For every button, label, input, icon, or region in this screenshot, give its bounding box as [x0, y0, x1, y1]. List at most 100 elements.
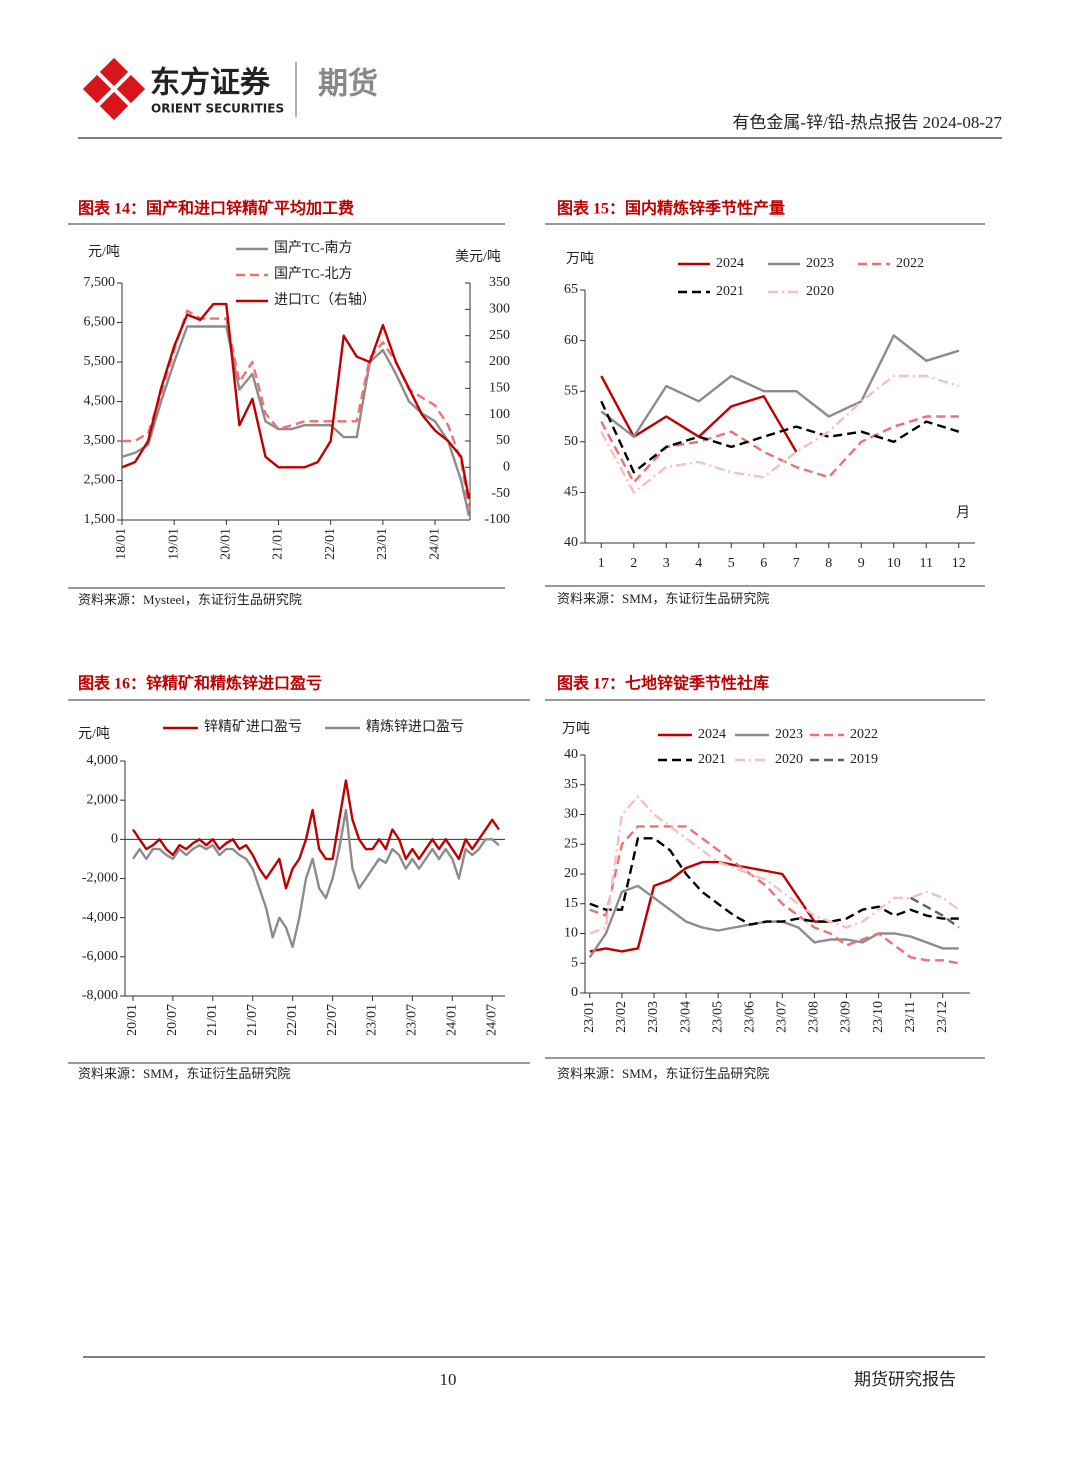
chart-title: 图表 15：国内精炼锌季节性产量 — [557, 199, 785, 218]
x-tick-label: 23/05 — [710, 1001, 725, 1033]
source: 资料来源：SMM，东证衍生品研究院 — [557, 591, 769, 606]
series-line — [589, 825, 960, 965]
x-tick-label: 21/01 — [205, 1004, 220, 1036]
y-tick-label: 0 — [571, 985, 578, 1000]
y2-unit: 美元/吨 — [455, 249, 501, 265]
series-line — [132, 808, 500, 949]
y-tick-label: 2,500 — [84, 473, 116, 488]
series-line — [910, 896, 960, 929]
y-tick-label: 2,000 — [87, 792, 119, 807]
x-tick-label: 23/01 — [582, 1001, 597, 1033]
y-tick-label: 30 — [564, 807, 578, 822]
y-tick-label: 4,000 — [87, 753, 119, 768]
y-tick-label: 7,500 — [84, 275, 116, 290]
y-unit: 万吨 — [562, 721, 590, 737]
x-tick-label: 10 — [887, 556, 901, 571]
y-tick-label: 35 — [564, 777, 578, 792]
x-tick-label: 22/01 — [285, 1004, 300, 1036]
legend-label: 2020 — [806, 284, 834, 299]
y-tick-label: 1,500 — [84, 512, 116, 527]
x-tick-label: 19/01 — [166, 528, 181, 560]
legend-label: 2024 — [716, 256, 744, 271]
x-tick-label: 22/07 — [325, 1004, 340, 1036]
y2-tick-label: -50 — [491, 486, 510, 501]
page-number: 10 — [440, 1370, 457, 1389]
x-tick-label: 22/01 — [323, 528, 338, 560]
x-tick-label: 3 — [663, 556, 670, 571]
x-tick-label: 23/06 — [742, 1001, 757, 1033]
x-tick-label: 21/07 — [245, 1004, 260, 1036]
x-tick-label: 23/12 — [935, 1001, 950, 1033]
legend-label: 2022 — [896, 256, 924, 271]
x-tick-label: 24/07 — [484, 1004, 499, 1036]
legend-label: 进口TC（右轴） — [274, 292, 376, 308]
y-tick-label: 5,500 — [84, 354, 116, 369]
x-tick-label: 9 — [858, 556, 865, 571]
y-tick-label: 45 — [564, 485, 578, 500]
legend-label: 国产TC-北方 — [274, 266, 353, 282]
chart-title: 图表 17：七地锌锭季节性社库 — [557, 674, 769, 693]
y-tick-label: 25 — [564, 836, 578, 851]
y-unit: 万吨 — [566, 251, 594, 267]
legend-label: 精炼锌进口盈亏 — [366, 719, 464, 735]
legend-label: 锌精矿进口盈亏 — [204, 719, 302, 735]
series-line — [122, 309, 471, 509]
y2-tick-label: 350 — [489, 275, 510, 290]
y-unit: 元/吨 — [78, 726, 110, 742]
y-tick-label: 50 — [564, 434, 578, 449]
x-tick-label: 24/01 — [427, 528, 442, 560]
legend-label: 2023 — [775, 727, 803, 742]
y2-tick-label: 300 — [489, 302, 510, 317]
report-title: 有色金属-锌/铅-热点报告 2024-08-27 — [732, 113, 1002, 132]
x-tick-label: 23/01 — [375, 528, 390, 560]
y-tick-label: 40 — [564, 535, 578, 550]
y-tick-label: 5 — [571, 955, 578, 970]
y-tick-label: 15 — [564, 896, 578, 911]
y-tick-label: 4,500 — [84, 394, 116, 409]
x-tick-label: 8 — [825, 556, 832, 571]
chart-title: 图表 16：锌精矿和精炼锌进口盈亏 — [78, 674, 322, 693]
y-tick-label: -8,000 — [82, 988, 118, 1003]
y2-tick-label: 200 — [489, 354, 510, 369]
x-tick-label: 20/01 — [219, 528, 234, 560]
legend-label: 2024 — [698, 727, 726, 742]
legend-label: 2021 — [698, 752, 726, 767]
legend-label: 2022 — [850, 727, 878, 742]
x-tick-label: 18/01 — [114, 528, 129, 560]
x-tick-label: 20/07 — [165, 1004, 180, 1036]
brand-cn: 东方证券 — [150, 66, 271, 101]
legend-label: 2020 — [775, 752, 803, 767]
series-line — [132, 779, 500, 890]
x-tick-label: 5 — [728, 556, 735, 571]
y-tick-label: -2,000 — [82, 871, 118, 886]
x-tick-label: 21/01 — [271, 528, 286, 560]
y2-tick-label: 250 — [489, 328, 510, 343]
y-tick-label: 10 — [564, 926, 578, 941]
x-tick-label: 2 — [630, 556, 637, 571]
y2-tick-label: 150 — [489, 381, 510, 396]
x-tick-label: 23/08 — [807, 1001, 822, 1033]
x-tick-label: 7 — [793, 556, 800, 571]
legend-label: 2021 — [716, 284, 744, 299]
source: 资料来源：SMM，东证衍生品研究院 — [78, 1066, 290, 1081]
series-line — [600, 415, 959, 484]
y-tick-label: 6,500 — [84, 315, 116, 330]
x-tick-label: 12 — [952, 556, 966, 571]
x-tick-label: 23/10 — [871, 1001, 886, 1033]
chart-title: 图表 14：国产和进口锌精矿平均加工费 — [78, 199, 354, 218]
series-line — [121, 325, 471, 517]
source: 资料来源：SMM，东证衍生品研究院 — [557, 1066, 769, 1081]
x-tick-label: 6 — [760, 556, 767, 571]
legend-label: 2023 — [806, 256, 834, 271]
y-tick-label: 0 — [111, 832, 118, 847]
series-line — [600, 400, 960, 474]
y-tick-label: -6,000 — [82, 949, 118, 964]
x-tick-label: 23/07 — [405, 1004, 420, 1036]
y-tick-label: 65 — [564, 282, 578, 297]
legend-label: 2019 — [850, 752, 878, 767]
series-line — [589, 837, 959, 926]
x-tick-label: 23/01 — [365, 1004, 380, 1036]
x-tick-label: 23/02 — [614, 1001, 629, 1033]
